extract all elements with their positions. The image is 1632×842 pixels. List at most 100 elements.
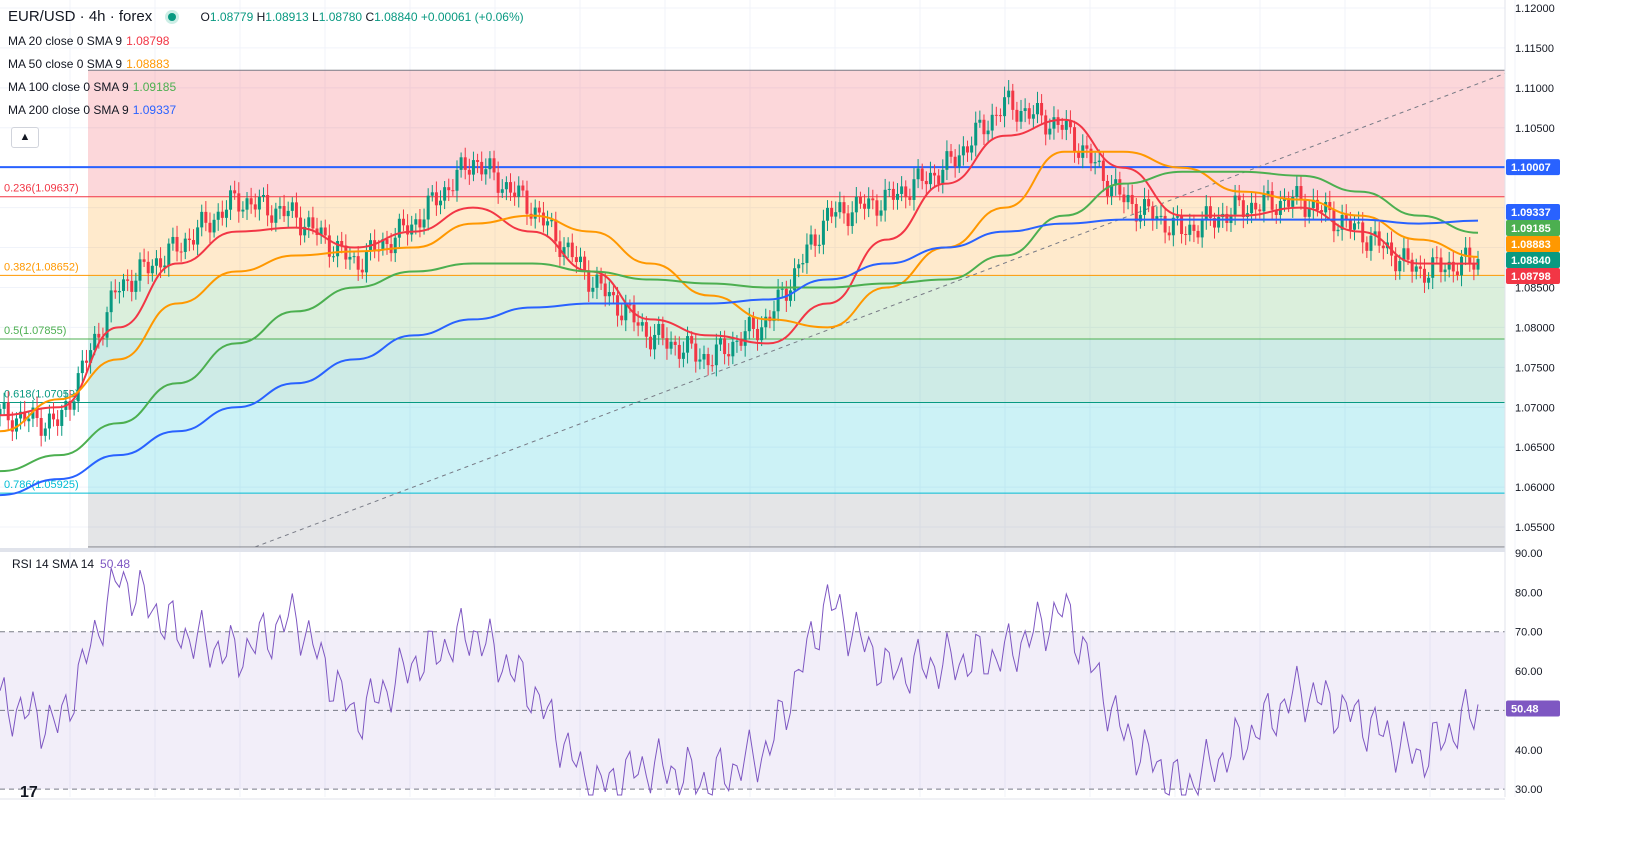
candle-body xyxy=(459,157,463,170)
candle-body xyxy=(426,195,430,220)
candle-body xyxy=(241,209,245,212)
candle-body xyxy=(1324,201,1328,213)
rsi-axis-tick: 40.00 xyxy=(1515,745,1543,757)
candle-body xyxy=(587,270,591,292)
candle-body xyxy=(146,261,150,274)
candle-body xyxy=(183,238,187,252)
candle-body xyxy=(1381,245,1385,249)
price-axis-tick: 1.07500 xyxy=(1515,362,1555,374)
candle-body xyxy=(1171,217,1175,236)
price-tag-bg xyxy=(1506,159,1560,176)
candle-body xyxy=(599,274,603,284)
candle-body xyxy=(27,418,31,422)
candle-body xyxy=(1040,102,1044,116)
candle-body xyxy=(1035,102,1039,115)
candle-body xyxy=(1188,224,1192,235)
candle-body xyxy=(6,402,10,421)
candle-body xyxy=(896,193,900,200)
candle-body xyxy=(1167,232,1171,236)
candle-body xyxy=(776,289,780,312)
candle-body xyxy=(352,256,356,258)
fib-zones: 0.236(1.09637) 0.382(1.08652) 0.5(1.07855)… xyxy=(0,69,1505,548)
legend-ma200[interactable]: MA 200 close 0 SMA 9 1.09337 xyxy=(8,103,177,117)
trend-line xyxy=(254,73,1506,548)
candle-body xyxy=(434,192,438,206)
candle-body xyxy=(1394,255,1398,272)
rsi-axis-tick: 60.00 xyxy=(1515,666,1543,678)
candle-body xyxy=(694,343,698,362)
candle-body xyxy=(904,186,908,198)
ma-line-100 xyxy=(0,170,1479,473)
fib-zone xyxy=(88,70,1505,197)
rsi-legend[interactable]: RSI 14 SMA 14 50.48 xyxy=(12,557,131,571)
candle-body xyxy=(702,353,706,360)
candle-body xyxy=(986,130,990,135)
candle-body xyxy=(669,341,673,349)
candle-body xyxy=(1472,262,1476,270)
price-axis-tick: 1.11500 xyxy=(1515,43,1554,55)
candle-body xyxy=(838,202,842,213)
price-tag: 1.09337 xyxy=(1511,207,1551,219)
candle-body xyxy=(1460,256,1464,276)
candle-body xyxy=(723,338,727,355)
candle-body xyxy=(348,256,352,260)
candle-body xyxy=(1365,242,1369,251)
candle-body xyxy=(397,218,401,238)
market-status-icon xyxy=(168,12,177,21)
candle-body xyxy=(912,179,916,200)
candle-body xyxy=(550,219,554,222)
candle-body xyxy=(797,264,801,269)
candle-body xyxy=(1328,201,1332,211)
candle-body xyxy=(1254,202,1258,210)
candle-body xyxy=(1184,234,1188,236)
candle-body xyxy=(1443,269,1447,273)
candle-body xyxy=(875,200,879,216)
candle-body xyxy=(883,189,887,211)
candle-body xyxy=(1369,235,1373,251)
candle-body xyxy=(583,256,587,271)
candle-body xyxy=(578,256,582,263)
candle-body xyxy=(105,312,109,338)
candle-body xyxy=(554,219,558,242)
candle-body xyxy=(1270,191,1274,210)
candle-body xyxy=(261,195,265,197)
candle-body xyxy=(710,365,714,367)
candle-body xyxy=(805,244,809,264)
price-tag: 1.10007 xyxy=(1511,162,1551,174)
candle-body xyxy=(739,340,743,346)
candle-body xyxy=(323,227,327,236)
candle-body xyxy=(451,190,455,192)
candle-body xyxy=(1406,248,1410,260)
candle-body xyxy=(1468,247,1472,263)
candle-body xyxy=(1278,200,1282,215)
candle-body xyxy=(167,243,171,266)
candle-body xyxy=(1439,257,1443,273)
candle-body xyxy=(978,119,982,123)
candle-body xyxy=(1068,120,1072,128)
legend-ma20[interactable]: MA 20 close 0 SMA 9 1.08798 xyxy=(8,34,170,48)
rsi-axis-tick: 70.00 xyxy=(1515,627,1543,639)
candle-body xyxy=(233,190,237,194)
candle-body xyxy=(1015,109,1019,122)
candle-body xyxy=(974,122,978,146)
candle-body xyxy=(476,160,480,162)
legend-ma50[interactable]: MA 50 close 0 SMA 9 1.08883 xyxy=(8,57,170,71)
candle-body xyxy=(727,354,731,357)
candle-body xyxy=(356,256,360,270)
candle-body xyxy=(603,283,607,297)
candle-body xyxy=(1163,215,1167,233)
candle-body xyxy=(525,190,529,214)
legend-ma100[interactable]: MA 100 close 0 SMA 9 1.09185 xyxy=(8,80,177,94)
candle-body xyxy=(393,237,397,254)
candle-body xyxy=(620,315,624,321)
candle-body xyxy=(1320,210,1324,213)
panel-separator xyxy=(0,548,1505,552)
price-axis-tick: 1.06500 xyxy=(1515,442,1555,454)
candle-body xyxy=(1233,195,1237,215)
candle-body xyxy=(418,219,422,228)
chevron-up-icon[interactable]: ▲ xyxy=(11,127,39,148)
candle-body xyxy=(1410,259,1414,272)
tradingview-logo-icon: 17 xyxy=(20,784,38,801)
candle-body xyxy=(270,215,274,223)
